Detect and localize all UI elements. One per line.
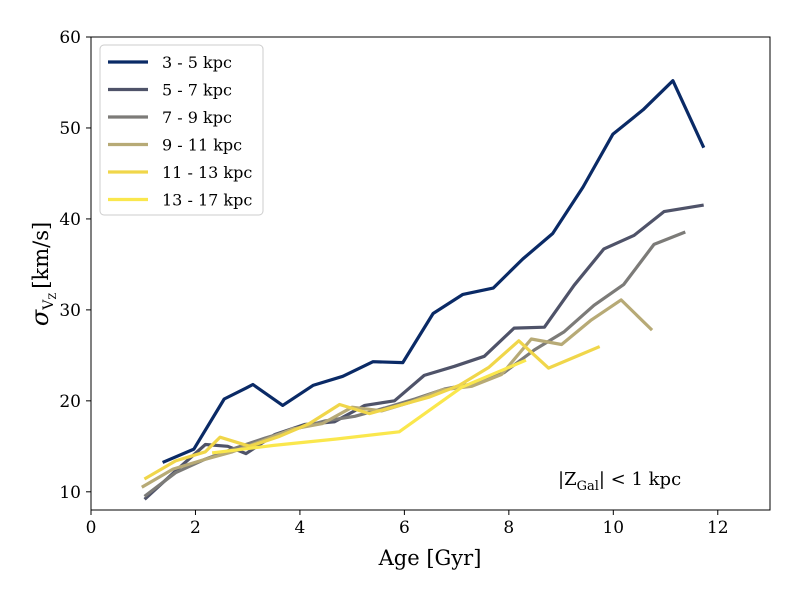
series-line-6 — [211, 358, 527, 455]
series-line-2 — [143, 203, 704, 501]
legend-layer: 3 - 5 kpc 5 - 7 kpc 7 - 9 kpc 9 - 11 kpc 11 … — [99, 44, 264, 216]
y-tick-label: 40 — [59, 210, 81, 230]
legend-label-1: 3 - 5 kpc — [162, 53, 232, 72]
series-line-3 — [143, 230, 686, 498]
y-tick-label: 20 — [59, 392, 81, 412]
y-tick-label: 10 — [59, 483, 81, 503]
y-tick-label: 60 — [59, 28, 81, 48]
y-tick-label: 30 — [59, 301, 81, 321]
y-axis-label: σVZ[km/s] — [26, 222, 59, 326]
legend-label-5: 11 - 13 kpc — [162, 163, 252, 182]
series-line-4 — [141, 298, 654, 489]
x-tick-label: 8 — [503, 518, 514, 538]
x-axis-label: Age [Gyr] — [378, 546, 482, 570]
legend-label-4: 9 - 11 kpc — [162, 136, 242, 155]
series-line-1 — [162, 79, 706, 464]
x-tick-label: 2 — [190, 518, 201, 538]
x-tick-label: 0 — [86, 518, 97, 538]
x-tick-label: 4 — [295, 518, 306, 538]
plot-frame — [90, 36, 771, 511]
legend-label-6: 13 - 17 kpc — [162, 191, 252, 210]
series-layer — [141, 79, 706, 501]
x-tick-label: 12 — [707, 518, 729, 538]
annotation-zgal: |ZGal| < 1 kpc — [558, 469, 681, 494]
axes-layer: 0 2 4 6 8 10 12 10 20 30 40 50 60 — [59, 28, 771, 538]
y-tick-label: 50 — [59, 119, 81, 139]
series-line-5 — [143, 339, 601, 481]
legend-label-3: 7 - 9 kpc — [162, 108, 232, 127]
legend-label-2: 5 - 7 kpc — [162, 81, 232, 100]
x-tick-label: 6 — [399, 518, 410, 538]
x-tick-label: 10 — [602, 518, 624, 538]
